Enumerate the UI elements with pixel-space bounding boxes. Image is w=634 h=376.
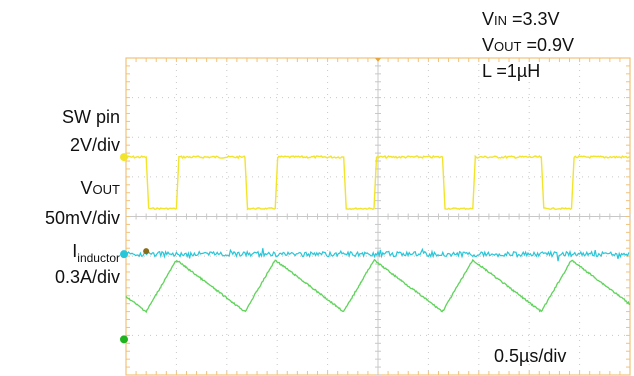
sw-ground-marker xyxy=(120,153,128,162)
vout-channel-name-first: V xyxy=(80,178,93,198)
inductor-current-scale: 0.3A/div xyxy=(54,267,120,287)
inductor-ground-marker xyxy=(120,335,128,344)
vout-channel-name-rest: OUT xyxy=(92,182,120,197)
trigger-marker xyxy=(143,248,150,255)
axis-ticks xyxy=(125,57,631,376)
vout-channel-scale: 50mV/div xyxy=(44,208,120,228)
timebase-annotation: 0.5µs/div xyxy=(494,346,567,366)
sw-pin-name: SW pin xyxy=(61,107,120,127)
vout-annotation-smallcaps: OUT xyxy=(494,39,522,54)
inductor-current-name: Iinductor xyxy=(55,240,120,265)
vout-ground-marker xyxy=(120,250,128,259)
sw-pin-label: SW pin 2V/div xyxy=(62,106,120,156)
vin-annotation-first: V xyxy=(482,9,495,29)
vout-annotation: VOUT =0.9V xyxy=(482,34,574,58)
sw-pin-trace xyxy=(125,154,631,211)
vin-annotation-smallcaps: IN xyxy=(494,13,508,28)
inductor-current-trace xyxy=(125,258,631,314)
vout-trace xyxy=(125,247,630,262)
vout-annotation-value: =0.9V xyxy=(521,35,575,55)
inductor-current-name-main: I xyxy=(72,241,78,261)
vout-channel-name: VOUT xyxy=(45,177,120,201)
top-trigger-marker xyxy=(375,58,381,62)
sw-pin-scale: 2V/div xyxy=(69,135,120,155)
inductor-current-label: Iinductor 0.3A/div xyxy=(55,240,120,288)
inductor-current-name-sub: inductor xyxy=(77,251,120,265)
vout-channel-label: VOUT 50mV/div xyxy=(45,177,120,229)
channel-markers xyxy=(120,58,381,344)
vout-annotation-first: V xyxy=(482,35,495,55)
inductance-annotation: L =1µH xyxy=(482,61,541,81)
vin-annotation: VIN =3.3V xyxy=(482,8,560,32)
vin-annotation-value: =3.3V xyxy=(507,9,560,29)
